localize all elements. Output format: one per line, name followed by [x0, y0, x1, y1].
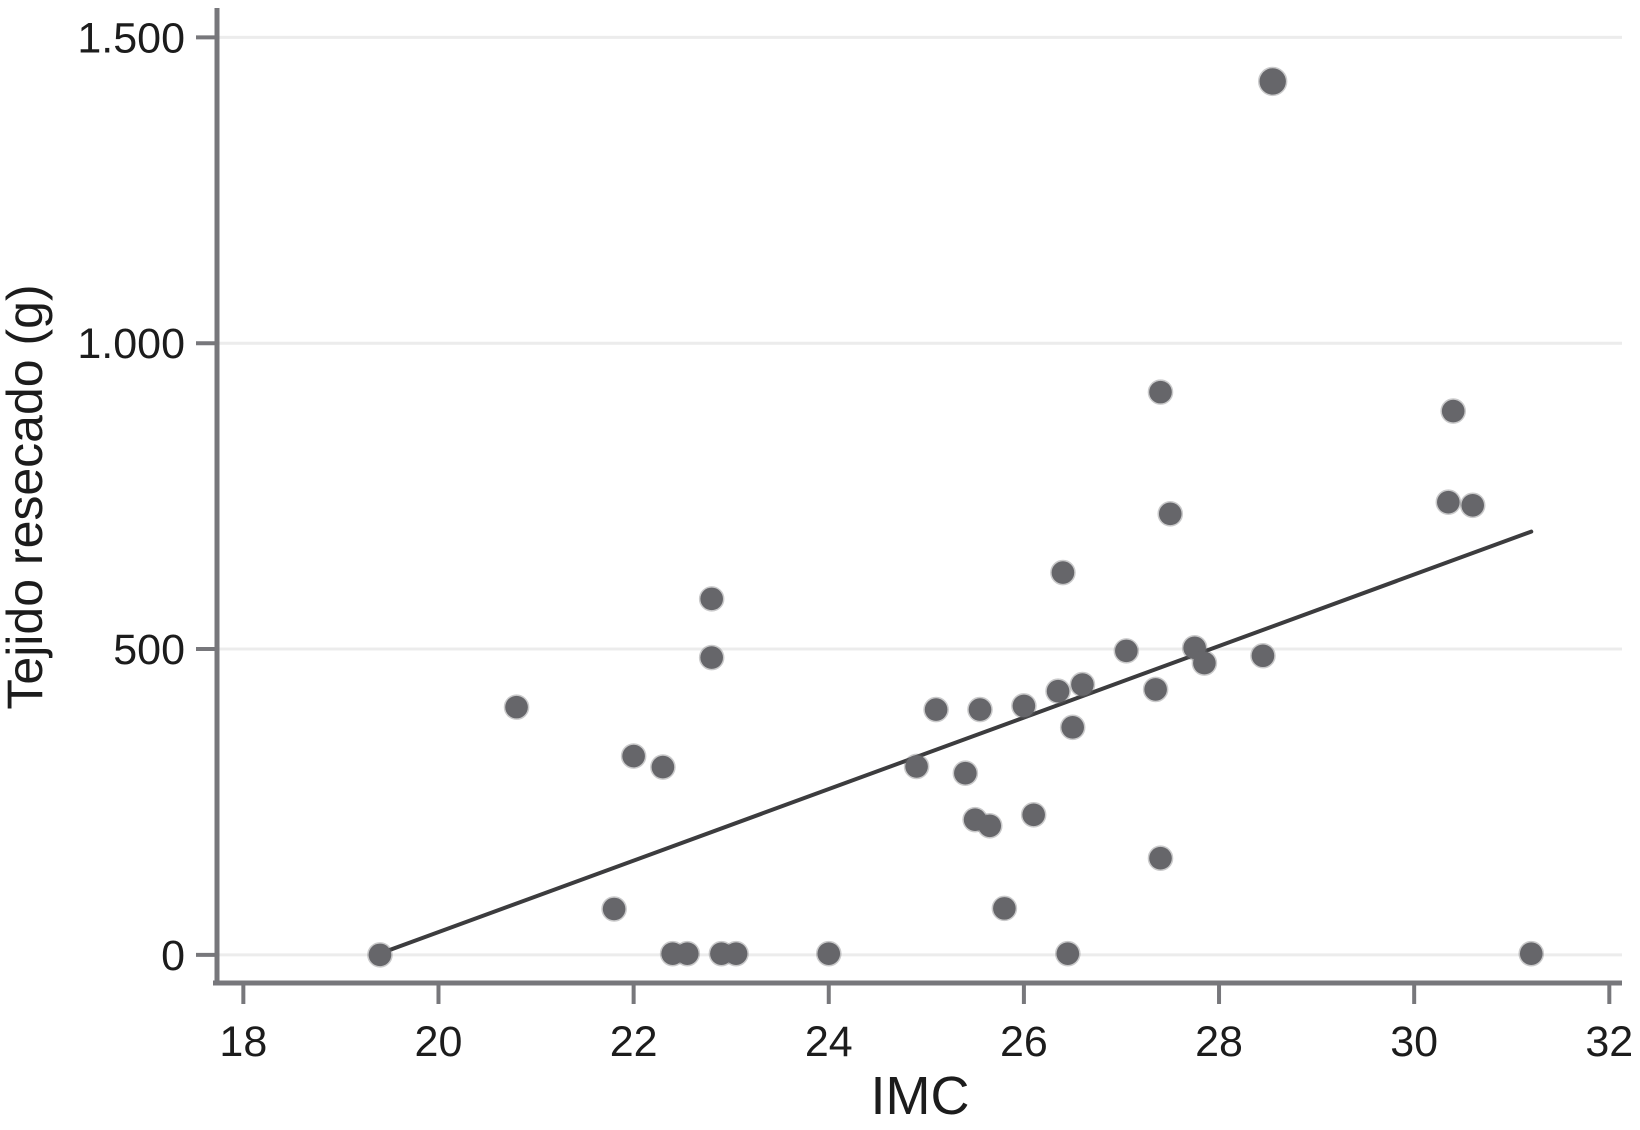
- x-tick-label: 28: [1195, 1018, 1243, 1066]
- data-point: [1113, 638, 1140, 664]
- data-point: [976, 813, 1003, 839]
- data-point: [991, 895, 1018, 922]
- axes-layer: 0 500 1.000 1.500 18 20 22 24 26 28 30 32: [77, 8, 1633, 1066]
- data-point: [698, 644, 725, 671]
- x-tick-label: 24: [805, 1018, 853, 1066]
- x-tick-label: 20: [415, 1018, 463, 1066]
- y-tick-label: 500: [113, 626, 185, 674]
- data-point: [1435, 489, 1462, 516]
- data-point: [967, 696, 993, 723]
- data-point: [1147, 379, 1174, 405]
- data-point: [1055, 940, 1081, 967]
- series-layer: [367, 66, 1545, 968]
- data-point: [1191, 650, 1218, 676]
- data-point: [1250, 642, 1276, 669]
- data-point: [1020, 801, 1047, 828]
- data-point: [923, 696, 949, 723]
- x-axis-title: IMC: [871, 1066, 970, 1126]
- data-point: [903, 753, 930, 780]
- data-point: [1258, 66, 1288, 97]
- data-point: [698, 586, 725, 612]
- data-point: [952, 760, 979, 786]
- trend-line: [382, 529, 1534, 954]
- data-point: [367, 942, 393, 968]
- data-point: [1147, 845, 1174, 872]
- y-tick-label: 1.500: [77, 14, 185, 62]
- y-tick-label: 0: [161, 932, 185, 980]
- data-point: [723, 940, 749, 967]
- gridlines-layer: [213, 35, 1622, 957]
- data-point: [601, 896, 627, 922]
- data-point: [815, 940, 842, 967]
- data-point: [674, 940, 701, 967]
- data-point: [1011, 693, 1037, 719]
- x-tick-label: 32: [1585, 1018, 1633, 1066]
- data-point: [1059, 714, 1086, 741]
- data-point: [1045, 678, 1071, 705]
- data-point: [620, 743, 647, 769]
- data-point: [650, 754, 676, 780]
- data-point: [1050, 559, 1076, 586]
- data-point: [1157, 501, 1184, 527]
- data-point: [1142, 676, 1169, 703]
- x-tick-label: 22: [610, 1018, 658, 1066]
- data-point: [1459, 492, 1486, 519]
- data-point: [503, 694, 530, 720]
- y-tick-label: 1.000: [77, 320, 185, 368]
- y-axis-title: Tejido resecado (g): [0, 284, 53, 709]
- x-tick-label: 30: [1390, 1018, 1438, 1066]
- data-point: [1440, 398, 1467, 424]
- data-point: [1069, 671, 1096, 698]
- x-tick-label: 18: [219, 1018, 267, 1066]
- data-point: [1518, 940, 1545, 967]
- x-tick-label: 26: [1000, 1018, 1048, 1066]
